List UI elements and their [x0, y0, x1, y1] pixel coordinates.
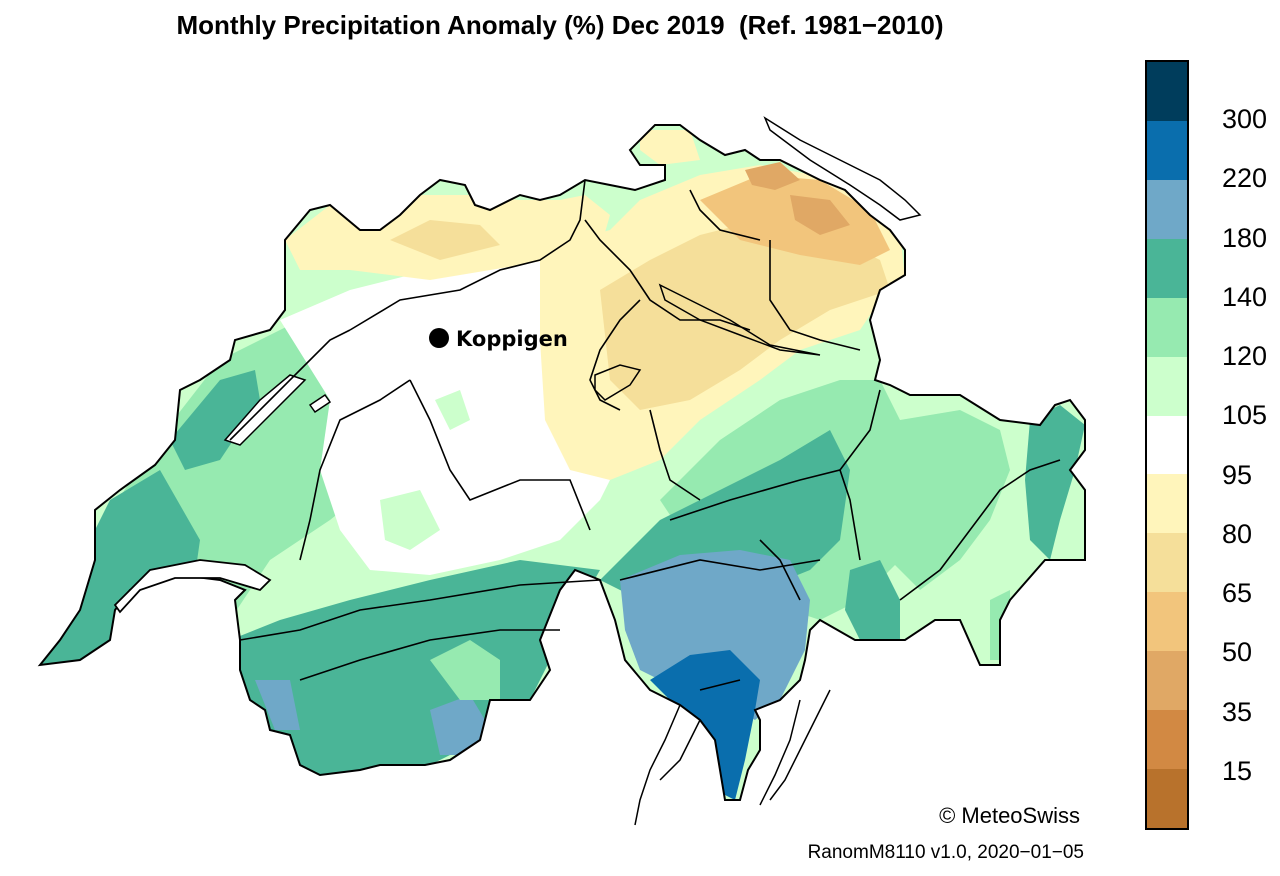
legend-swatch [1147, 62, 1187, 121]
legend-label: 140 [1222, 281, 1268, 312]
legend-swatch [1147, 474, 1187, 534]
version-text: RanomM8110 v1.0, 2020−01−05 [807, 842, 1084, 863]
legend-swatch [1147, 297, 1187, 357]
lake-geneva [113, 559, 272, 614]
legend-label: 220 [1222, 163, 1268, 194]
valais-extreme-wet-zone-2 [430, 695, 485, 755]
legend-swatch [1147, 769, 1187, 828]
legend-label: 105 [1222, 400, 1268, 431]
legend-swatch [1147, 179, 1187, 239]
legend-swatch [1147, 356, 1187, 416]
legend-swatch [1147, 238, 1187, 298]
country-border [37, 124, 1086, 801]
engadin-very-wet-zone [1025, 405, 1085, 560]
legend-label: 65 [1222, 578, 1253, 609]
grisons-wet-zone [880, 410, 1010, 590]
legend-swatch [1147, 592, 1187, 652]
valais-wet-patch [430, 640, 500, 700]
legend-label: 120 [1222, 341, 1268, 372]
legend-label: 95 [1222, 459, 1253, 490]
legend-label: 50 [1222, 637, 1253, 668]
color-legend [1145, 60, 1189, 830]
plateau-wet-patch [380, 490, 440, 550]
legend-label: 15 [1222, 755, 1253, 786]
jura-very-wet-zone [170, 370, 260, 470]
valais-extreme-wet-zone [255, 680, 300, 730]
north-dry-zone-2 [390, 220, 500, 260]
east-very-wet-zone [600, 430, 850, 600]
valais-very-wet-zone [230, 560, 600, 780]
central-more-dry-zone [600, 220, 890, 410]
plateau-wet-patch-2 [435, 390, 470, 430]
lake-neuchatel [223, 374, 307, 446]
legend-swatch [1147, 415, 1187, 475]
northeast-dry-patch [790, 195, 850, 235]
legend-swatch [1147, 651, 1187, 711]
schaffhausen-dry-zone [640, 130, 700, 165]
misox-very-wet-zone [845, 560, 900, 640]
legend-label: 35 [1222, 696, 1253, 727]
canton-borders [229, 179, 1061, 691]
lake-maggiore [634, 704, 701, 826]
legend-label: 300 [1222, 104, 1268, 135]
map-title: Monthly Precipitation Anomaly (%) Dec 20… [176, 10, 944, 40]
lake-como [759, 689, 831, 806]
station-label: Koppigen [456, 327, 568, 351]
legend-swatch [1147, 710, 1187, 770]
legend-swatch [1147, 533, 1187, 593]
lake-biel [308, 393, 332, 414]
lake-zurich [658, 283, 821, 356]
copyright-text: © MeteoSwiss [939, 803, 1080, 828]
legend-label: 180 [1222, 222, 1268, 253]
northeast-very-dry-zone [745, 162, 800, 190]
lake-constance [763, 116, 922, 221]
legend-label: 80 [1222, 518, 1253, 549]
legend-swatch [1147, 120, 1187, 180]
station-marker [429, 328, 449, 348]
